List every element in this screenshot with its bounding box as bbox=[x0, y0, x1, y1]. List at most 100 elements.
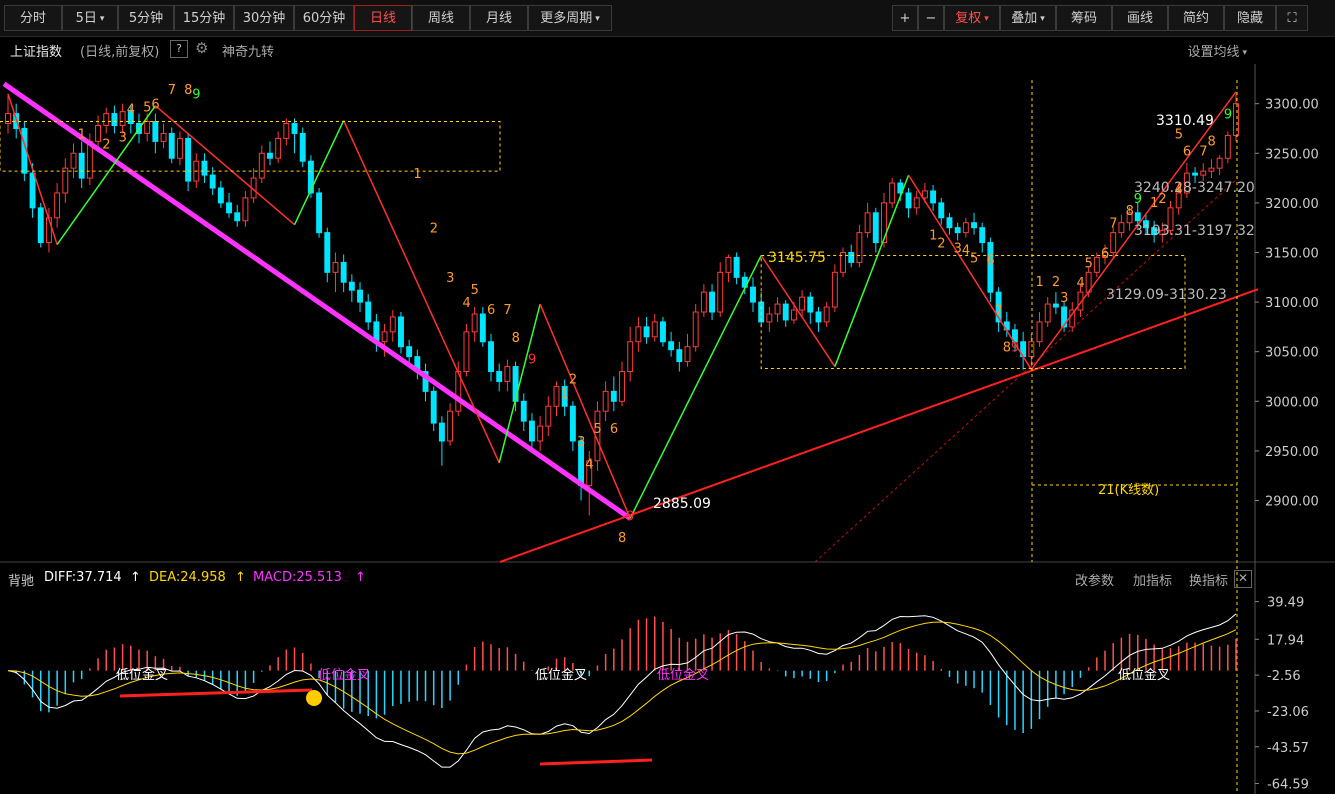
candle-body bbox=[1142, 220, 1149, 229]
macd-header: 背驰 DIFF:37.714 ↑ DEA:24.958 ↑ MACD:25.51… bbox=[0, 568, 1335, 589]
candle-body bbox=[422, 371, 429, 392]
dea-value: DEA:24.958 bbox=[149, 570, 226, 585]
close-icon[interactable]: ✕ bbox=[1234, 570, 1252, 588]
tool-button-3[interactable]: 叠加 ▾ bbox=[1000, 5, 1056, 31]
macd-tick-label: -43.57 bbox=[1267, 741, 1309, 756]
candle-body bbox=[348, 281, 355, 291]
magic-nine-digit: 4 bbox=[1076, 276, 1084, 291]
dashed-box bbox=[760, 254, 1186, 370]
candle-body bbox=[152, 121, 159, 142]
candle-body bbox=[357, 289, 363, 303]
divergence-line bbox=[539, 758, 653, 766]
switch-indicator-button[interactable]: 换指标 bbox=[1188, 574, 1228, 589]
period-button-0[interactable]: 分时 bbox=[4, 5, 62, 31]
magic-nine-digit: 6 bbox=[1183, 144, 1191, 159]
help-icon[interactable]: ? bbox=[170, 40, 188, 58]
magic-nine-digit: 6 bbox=[610, 422, 618, 437]
candle-body bbox=[700, 291, 707, 313]
chevron-down-icon: ▾ bbox=[595, 14, 600, 24]
magic-nine-digit: 9 bbox=[1011, 341, 1019, 356]
period-button-2[interactable]: 5分钟 bbox=[118, 5, 174, 31]
zigzag-segment bbox=[760, 255, 836, 367]
candle-body bbox=[889, 182, 896, 204]
price-tick-label: 2950.00 bbox=[1265, 445, 1319, 460]
tool-button-8[interactable]: ⛶ bbox=[1276, 5, 1308, 31]
magic-nine-digit: 2 bbox=[430, 222, 438, 237]
period-button-4[interactable]: 30分钟 bbox=[234, 5, 294, 31]
tool-button-7[interactable]: 隐藏 bbox=[1224, 5, 1276, 31]
zigzag-segment bbox=[154, 105, 296, 226]
set-ma-button[interactable]: 设置均线 ▾ bbox=[1187, 41, 1247, 60]
tool-button-label: 隐藏 bbox=[1236, 11, 1263, 26]
price-label: 3193.31-3197.32 bbox=[1134, 223, 1255, 239]
chart-header: 上证指数 (日线,前复权) ? ⚙ 神奇九转 设置均线 ▾ bbox=[0, 37, 1335, 61]
tool-button-1[interactable]: − bbox=[918, 5, 944, 31]
magic-nine-digit: 6 bbox=[151, 98, 159, 113]
candle-body bbox=[1208, 167, 1215, 172]
candle-body bbox=[504, 366, 511, 382]
red-support-line bbox=[499, 288, 1259, 563]
candle-body bbox=[1192, 172, 1199, 176]
tool-button-5[interactable]: 画线 bbox=[1112, 5, 1168, 31]
macd-tick-label: 39.49 bbox=[1267, 596, 1304, 611]
candle-body bbox=[668, 341, 675, 351]
candle-body bbox=[823, 306, 830, 323]
candle-body bbox=[119, 111, 126, 127]
candle-body bbox=[62, 167, 69, 194]
golden-cross-label: 低位金叉 bbox=[535, 667, 587, 683]
period-button-7[interactable]: 周线 bbox=[412, 5, 470, 31]
tool-button-2[interactable]: 复权 ▾ bbox=[944, 5, 1000, 31]
magic-nine-digit: 7 bbox=[995, 304, 1003, 319]
tool-button-label: − bbox=[925, 11, 937, 26]
gear-icon[interactable]: ⚙ bbox=[195, 39, 209, 57]
magenta-trendline bbox=[2, 81, 632, 521]
period-button-6[interactable]: 日线 bbox=[354, 5, 412, 31]
tool-button-4[interactable]: 筹码 bbox=[1056, 5, 1112, 31]
magic-nine-digit: 7 bbox=[1199, 144, 1207, 159]
price-label-low: 2885.09 bbox=[653, 496, 711, 512]
zigzag-segment bbox=[834, 174, 910, 367]
period-button-5[interactable]: 60分钟 bbox=[294, 5, 354, 31]
candle-body bbox=[881, 202, 887, 244]
candle-body bbox=[267, 152, 273, 159]
candle-body bbox=[954, 227, 961, 234]
magic-nine-digit: 4 bbox=[1175, 182, 1183, 197]
candle-body bbox=[520, 400, 527, 422]
change-params-button[interactable]: 改参数 bbox=[1074, 574, 1114, 589]
candle-body bbox=[553, 385, 560, 407]
candle-body bbox=[1052, 303, 1059, 308]
magic-nine-digit: 1 bbox=[1036, 275, 1044, 290]
zigzag-segment bbox=[539, 303, 631, 519]
candle-body bbox=[176, 137, 183, 159]
candle-body bbox=[1167, 207, 1174, 232]
set-ma-label: 设置均线 bbox=[1187, 45, 1240, 60]
candle-body bbox=[790, 309, 797, 321]
tool-button-0[interactable]: + bbox=[892, 5, 918, 31]
magic-nine-indicator[interactable]: 神奇九转 bbox=[222, 45, 275, 60]
tool-button-6[interactable]: 简约 bbox=[1168, 5, 1224, 31]
zigzag-segment bbox=[293, 120, 345, 226]
chevron-down-icon: ▾ bbox=[1242, 48, 1247, 58]
period-button-label: 5日 bbox=[75, 11, 97, 26]
candle-body bbox=[340, 261, 347, 283]
candle-body bbox=[111, 113, 118, 127]
candle-body bbox=[168, 132, 175, 159]
candle-body bbox=[1224, 134, 1231, 159]
period-button-3[interactable]: 15分钟 bbox=[174, 5, 234, 31]
period-button-label: 5分钟 bbox=[128, 11, 164, 26]
candle-body bbox=[840, 251, 846, 273]
add-indicator-button[interactable]: 加指标 bbox=[1132, 574, 1172, 589]
candle-body bbox=[512, 366, 519, 402]
period-button-9[interactable]: 更多周期 ▾ bbox=[528, 5, 612, 31]
magic-nine-digit: 4 bbox=[127, 103, 135, 118]
price-tick-label: 3000.00 bbox=[1265, 395, 1319, 410]
macd-arrow-icon: ↑ bbox=[355, 570, 366, 585]
period-toolbar: 分时 5日 ▾ 5分钟 15分钟 30分钟 60分钟 日线 周线 月线 更多周期 ▾ + − 复权 ▾ 叠加 ▾ 筹… bbox=[0, 0, 1335, 37]
period-button-1[interactable]: 5日 ▾ bbox=[62, 5, 118, 31]
candle-body bbox=[799, 296, 806, 311]
candle-body bbox=[324, 232, 331, 273]
period-button-8[interactable]: 月线 bbox=[470, 5, 528, 31]
chevron-down-icon: ▾ bbox=[984, 14, 989, 24]
magic-nine-digit: 5 bbox=[593, 422, 601, 437]
magic-nine-digit: 3 bbox=[446, 271, 454, 286]
